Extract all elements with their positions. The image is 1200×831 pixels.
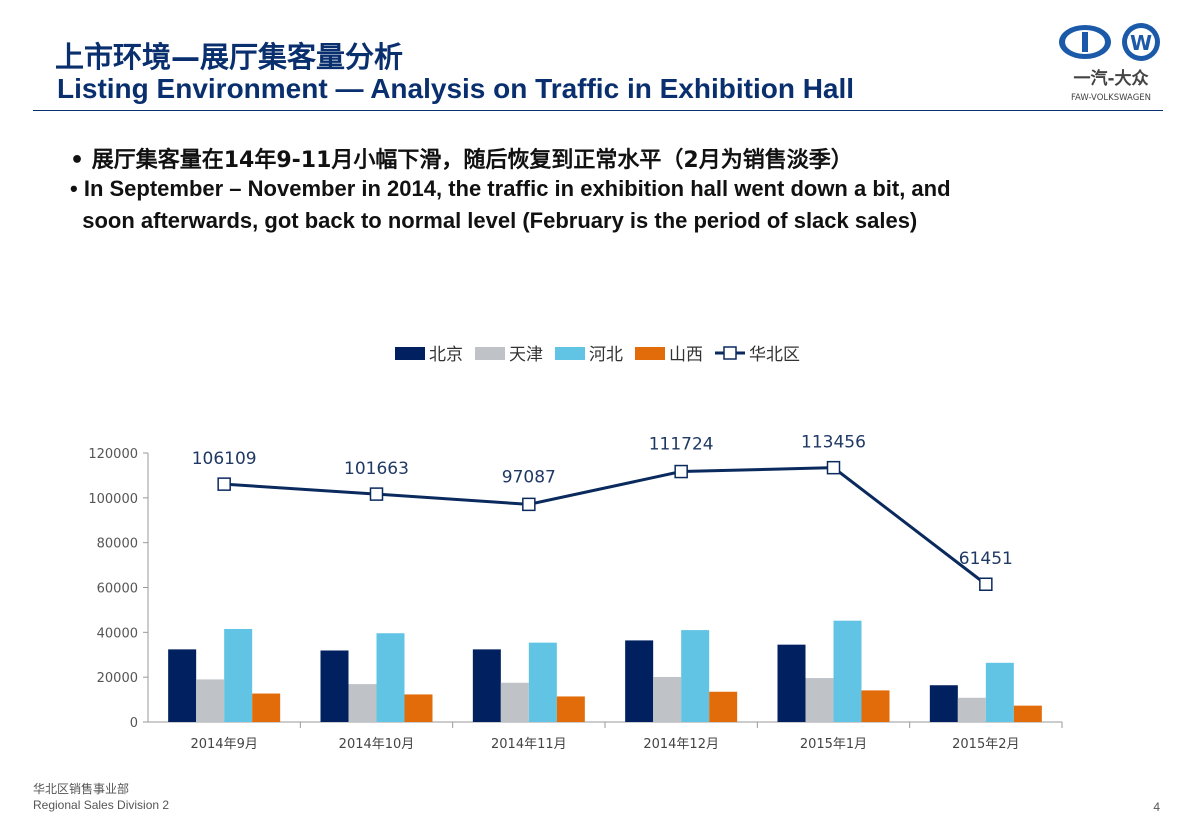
data-label: 101663	[344, 459, 409, 479]
title-cn: 上市环境—展厅集客量分析	[55, 40, 404, 74]
line-华北区	[224, 466, 987, 586]
x-tick-label: 2015年2月	[952, 737, 1019, 752]
bar-北京	[625, 640, 654, 722]
y-tick-label: 0	[130, 716, 138, 731]
bar-北京	[320, 650, 349, 722]
legend-label: 华北区	[749, 345, 800, 365]
y-tick-label: 60000	[97, 582, 138, 597]
bar-山西	[709, 691, 738, 722]
legend-label: 天津	[509, 345, 543, 365]
logo-text: 一汽-大众	[1073, 68, 1149, 89]
bar-山西	[252, 693, 281, 722]
bar-天津	[196, 679, 225, 722]
bar-天津	[805, 678, 834, 722]
bar-河北	[681, 630, 710, 722]
x-tick-label: 2014年12月	[643, 737, 719, 752]
bar-河北	[985, 662, 1014, 722]
bar-河北	[528, 642, 557, 722]
bar-北京	[777, 644, 806, 722]
y-tick-label: 100000	[88, 492, 138, 507]
legend-label: 山西	[669, 345, 703, 365]
y-tick-label: 80000	[97, 537, 138, 552]
line-marker	[674, 464, 688, 479]
bar-天津	[348, 684, 377, 722]
bar-河北	[224, 628, 253, 722]
footer-dept-en: Regional Sales Division 2	[33, 798, 170, 812]
legend-swatch	[395, 347, 425, 360]
line-marker	[217, 477, 231, 491]
legend-swatch	[555, 347, 585, 360]
y-tick-label: 20000	[97, 671, 138, 686]
bar-天津	[500, 682, 529, 722]
logo-sub: FAW-VOLKSWAGEN	[1071, 93, 1151, 103]
bar-北京	[472, 649, 501, 722]
line-marker	[826, 460, 841, 475]
bar-山西	[1013, 705, 1042, 722]
footer-dept-cn: 华北区销售事业部	[33, 782, 130, 796]
y-tick-label: 120000	[88, 447, 138, 462]
data-label: 106109	[192, 449, 257, 469]
x-tick-label: 2015年1月	[800, 737, 867, 752]
legend-marker	[723, 346, 737, 360]
line-marker	[522, 497, 536, 512]
legend-swatch	[635, 347, 665, 360]
title-divider	[33, 110, 1163, 111]
data-label: 61451	[959, 549, 1013, 569]
legend-label: 北京	[429, 345, 463, 365]
x-tick-label: 2014年11月	[491, 737, 567, 752]
data-label: 113456	[801, 433, 866, 453]
bar-北京	[929, 685, 958, 722]
data-label: 111724	[649, 435, 714, 455]
page-number: 4	[1153, 800, 1160, 814]
data-label: 97087	[502, 467, 556, 487]
x-tick-label: 2014年9月	[190, 737, 257, 752]
bar-河北	[376, 633, 405, 722]
legend-label: 河北	[589, 345, 623, 365]
faw-vw-logo: W 一汽-大众 FAW-VOLKSWAGEN	[1059, 23, 1160, 103]
bullet-en: • In September – November in 2014, the t…	[70, 176, 951, 233]
bar-河北	[833, 620, 862, 722]
line-marker	[369, 487, 384, 501]
x-tick-label: 2014年10月	[339, 737, 415, 752]
legend-swatch	[475, 347, 505, 360]
svg-text:W: W	[1130, 31, 1152, 55]
bar-山西	[556, 696, 585, 722]
bar-北京	[168, 649, 197, 722]
line-marker	[979, 577, 993, 591]
bullet-cn: • 展厅集客量在14年9-11月小幅下滑，随后恢复到正常水平（2月为销售淡季）	[70, 148, 853, 173]
y-tick-label: 40000	[97, 626, 138, 641]
bar-山西	[404, 694, 433, 722]
bar-天津	[957, 697, 986, 722]
bar-天津	[653, 676, 682, 722]
title-en: Listing Environment — Analysis on Traffi…	[57, 73, 855, 104]
bar-山西	[861, 690, 890, 722]
